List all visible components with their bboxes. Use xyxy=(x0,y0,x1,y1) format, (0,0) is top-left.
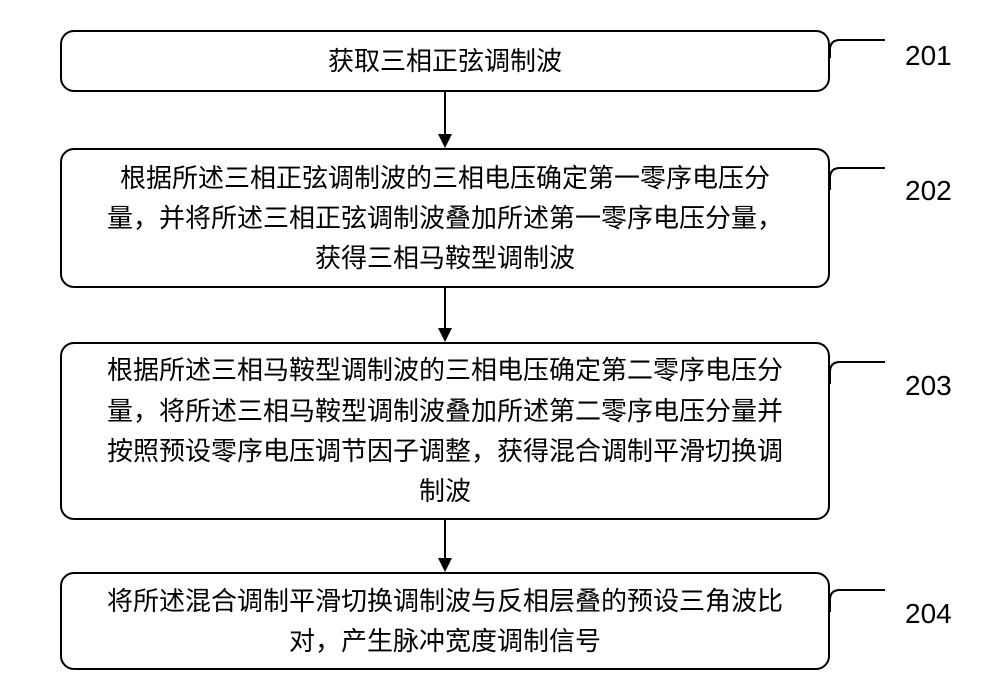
flowchart-node-n2: 根据所述三相正弦调制波的三相电压确定第一零序电压分量，并将所述三相正弦调制波叠加… xyxy=(60,148,830,288)
callout-connector xyxy=(830,40,885,58)
step-label-201: 201 xyxy=(905,40,952,72)
arrowhead-icon xyxy=(438,134,452,148)
flowchart-node-n4: 将所述混合调制平滑切换调制波与反相层叠的预设三角波比对，产生脉冲宽度调制信号 xyxy=(60,572,830,670)
flowchart-node-text: 对，产生脉冲宽度调制信号 xyxy=(107,621,783,661)
step-label-204: 204 xyxy=(905,598,952,630)
arrowhead-icon xyxy=(438,328,452,342)
flowchart-node-n1: 获取三相正弦调制波 xyxy=(60,30,830,92)
flowchart-node-text: 量，将所述三相马鞍型调制波叠加所述第二零序电压分量并 xyxy=(107,391,783,431)
flowchart-node-text: 量，并将所述三相正弦调制波叠加所述第一零序电压分量， xyxy=(107,198,783,238)
flowchart-node-text: 获得三相马鞍型调制波 xyxy=(107,238,783,278)
callout-connector xyxy=(830,362,885,384)
step-label-203: 203 xyxy=(905,370,952,402)
callout-connector xyxy=(830,168,885,190)
arrowhead-icon xyxy=(438,558,452,572)
step-label-202: 202 xyxy=(905,175,952,207)
flowchart-node-n3: 根据所述三相马鞍型调制波的三相电压确定第二零序电压分量，将所述三相马鞍型调制波叠… xyxy=(60,342,830,520)
flowchart-node-text: 根据所述三相马鞍型调制波的三相电压确定第二零序电压分 xyxy=(107,350,783,390)
flowchart-node-text: 将所述混合调制平滑切换调制波与反相层叠的预设三角波比 xyxy=(107,581,783,621)
callout-connector xyxy=(830,590,885,612)
flowchart-node-text: 按照预设零序电压调节因子调整，获得混合调制平滑切换调 xyxy=(107,431,783,471)
flowchart-node-text: 根据所述三相正弦调制波的三相电压确定第一零序电压分 xyxy=(107,158,783,198)
flowchart-node-text: 获取三相正弦调制波 xyxy=(328,41,562,81)
flowchart-node-text: 制波 xyxy=(107,471,783,511)
